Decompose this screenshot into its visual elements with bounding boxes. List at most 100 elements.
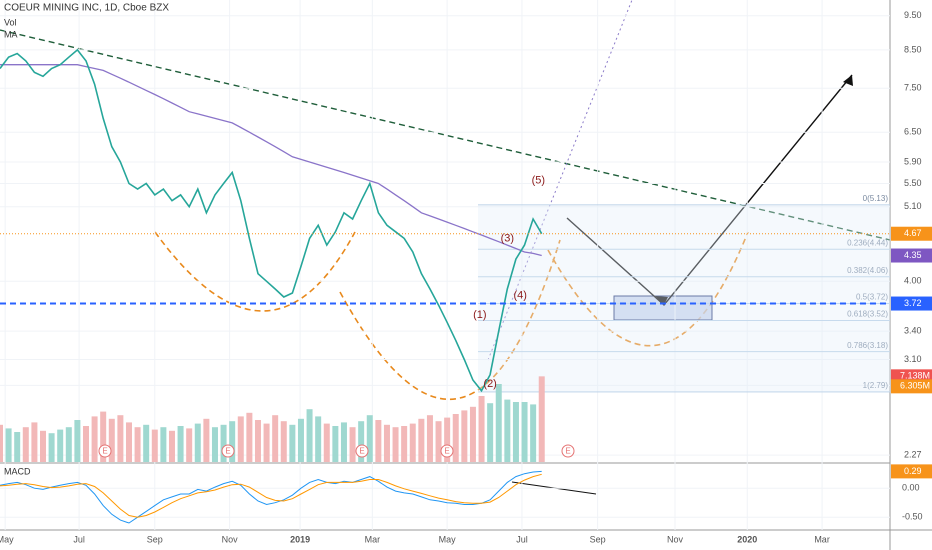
volume-bar (194, 423, 201, 462)
y-tick-label: 5.50 (904, 178, 922, 188)
volume-bar (125, 422, 132, 462)
fib-label: 0.618(3.52) (847, 310, 888, 319)
x-tick-label: Nov (667, 534, 684, 544)
volume-bar (306, 409, 313, 462)
volume-bar (254, 420, 261, 462)
wave-label: (5) (532, 175, 545, 187)
volume-bar (151, 429, 158, 462)
volume-bar (39, 430, 46, 462)
volume-bar (263, 423, 270, 462)
fib-label: 0.786(3.18) (847, 341, 888, 350)
wave-label: (4) (514, 289, 527, 301)
y-tick-label: 6.50 (904, 127, 922, 137)
volume-bar (5, 428, 12, 462)
volume-bar (530, 404, 537, 462)
volume-bar (409, 423, 416, 462)
legend-ma: MA (4, 29, 18, 39)
volume-bar (375, 420, 382, 462)
volume-bar (332, 426, 339, 462)
volume-bar (168, 430, 175, 462)
x-tick-label: Sep (590, 534, 606, 544)
volume-bar (177, 426, 184, 462)
volume-bar (82, 426, 89, 462)
price-badge (891, 296, 932, 311)
volume-bar (358, 421, 365, 462)
arrow-head (843, 75, 853, 86)
volume-badge-label: 7.138M (900, 371, 930, 381)
volume-bar (237, 416, 244, 462)
event-label: E (565, 447, 570, 456)
volume-bar (117, 415, 124, 462)
cup-curve (154, 231, 356, 312)
legend-macd: MACD (4, 466, 31, 476)
y-tick-label: 3.10 (904, 354, 922, 364)
y-tick-label: 5.90 (904, 156, 922, 166)
x-tick-label: Mar (365, 534, 381, 544)
x-tick-label: Nov (222, 534, 239, 544)
volume-bar (57, 429, 64, 462)
x-tick-label: 2019 (290, 534, 310, 544)
volume-bar (418, 418, 425, 462)
volume-bar (478, 396, 485, 462)
event-marker (355, 444, 369, 458)
volume-bar (289, 424, 296, 462)
event-label: E (102, 447, 107, 456)
y-tick-label: 2.27 (904, 450, 922, 460)
volume-bar (272, 415, 279, 462)
event-label: E (444, 447, 449, 456)
y-tick-label: 8.50 (904, 44, 922, 54)
volume-bar (143, 424, 150, 462)
volume-bar (435, 421, 442, 462)
volume-bar (246, 412, 253, 462)
volume-bar (469, 406, 476, 462)
volume-bar (74, 420, 81, 462)
volume-bar (444, 417, 451, 462)
volume-bar (65, 427, 72, 462)
y-tick-label: 9.50 (904, 10, 922, 20)
x-tick-label: May (0, 534, 14, 544)
x-tick-label: Mar (814, 534, 830, 544)
volume-bar (22, 427, 29, 462)
volume-bar (401, 426, 408, 462)
fib-label: 1(2.79) (863, 381, 889, 390)
volume-bar (340, 422, 347, 462)
volume-bar (0, 424, 3, 462)
legend-vol: Vol (4, 17, 17, 27)
cup-curve (339, 239, 561, 401)
volume-bar (538, 376, 545, 462)
macd-badge-label: 0.29 (904, 466, 922, 476)
price-badge (891, 248, 932, 263)
volume-bar (512, 402, 519, 462)
chart-title: COEUR MINING INC, 1D, Cboe BZX (4, 3, 169, 14)
macd-line (0, 470, 542, 524)
x-tick-label: Sep (147, 534, 163, 544)
volume-bar (160, 427, 167, 462)
y-tick-label: 3.40 (904, 326, 922, 336)
volume-bar (48, 433, 55, 462)
x-tick-label: Jul (516, 534, 528, 544)
fib-label: 0(5.13) (863, 194, 889, 203)
volume-bar (452, 414, 459, 462)
price-badge-label: 4.35 (904, 250, 922, 260)
macd-line (0, 473, 542, 518)
volume-badge-label: 6.305M (900, 381, 930, 391)
volume-bar (203, 418, 210, 462)
macd-badge (891, 464, 932, 479)
volume-bar (495, 384, 502, 462)
y-tick-label: 4.00 (904, 276, 922, 286)
volume-bar (220, 424, 227, 462)
y-tick-label: 7.50 (904, 83, 922, 93)
macd-tick-label: 0.00 (902, 483, 920, 493)
event-marker (98, 444, 112, 458)
y-tick-label: 5.10 (904, 201, 922, 211)
volume-bar (323, 423, 330, 462)
event-label: E (359, 447, 364, 456)
fib-label: 0.236(4.44) (847, 238, 888, 247)
volume-bar (108, 418, 115, 462)
volume-bar (383, 424, 390, 462)
fib-label: 0.382(4.06) (847, 266, 888, 275)
volume-bar (100, 411, 107, 462)
event-marker (221, 444, 235, 458)
volume-bar (297, 418, 304, 462)
